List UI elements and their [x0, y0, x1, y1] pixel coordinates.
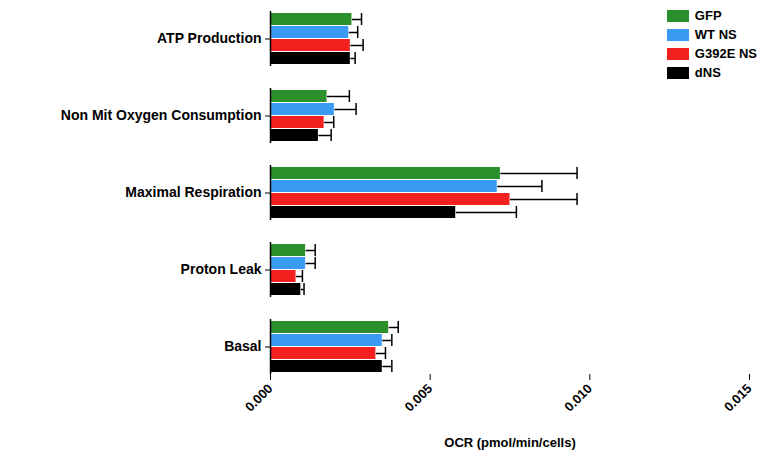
svg-text:0.010: 0.010: [561, 381, 595, 415]
svg-text:0.015: 0.015: [721, 381, 755, 415]
svg-text:ATP Production: ATP Production: [157, 30, 261, 46]
svg-text:Non Mit Oxygen Consumption: Non Mit Oxygen Consumption: [61, 107, 262, 123]
svg-text:Maximal Respiration: Maximal Respiration: [125, 184, 261, 200]
html-text:dNS: dNS: [694, 65, 721, 80]
svg-text:0.000: 0.000: [242, 381, 276, 415]
html-text:G392E NS: G392E NS: [694, 46, 757, 61]
svg-text:OCR (pmol/min/cells): OCR (pmol/min/cells): [444, 435, 575, 450]
svg-text:Basal: Basal: [224, 338, 261, 354]
svg-text:Proton Leak: Proton Leak: [181, 261, 262, 277]
html-text:WT NS: WT NS: [694, 27, 737, 42]
svg-text:0.005: 0.005: [402, 381, 436, 415]
html-text:GFP: GFP: [694, 8, 722, 23]
